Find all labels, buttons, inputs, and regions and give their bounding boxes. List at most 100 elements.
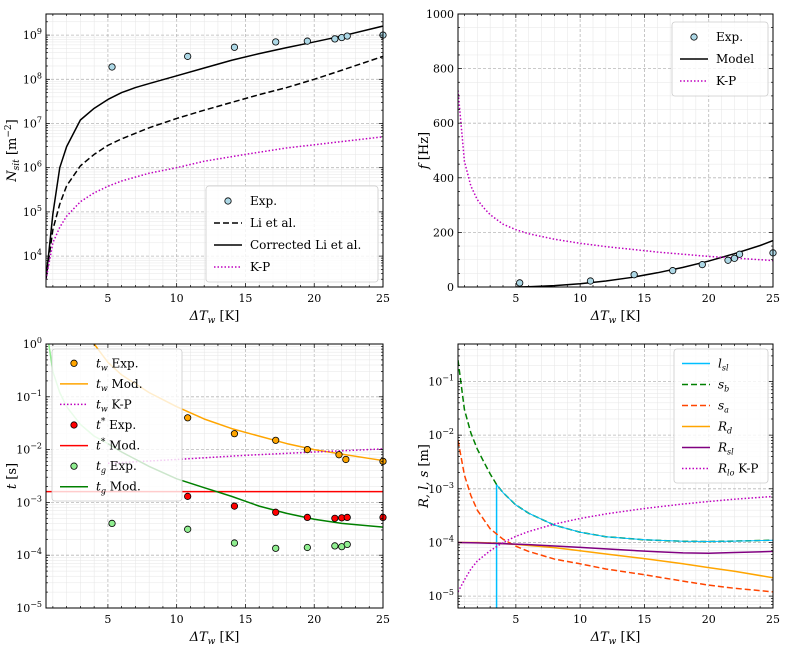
- x-axis: 5 10 15 20 25: [464, 14, 780, 305]
- y-axis-label: R, l, s [m]: [417, 444, 432, 509]
- data-point: [303, 445, 311, 454]
- y-tick-label: 10−3: [428, 481, 454, 496]
- x-axis-label: ΔTw [K]: [590, 630, 641, 647]
- data-point: [272, 508, 280, 516]
- x-tick-label: 20: [307, 613, 321, 626]
- legend: tw Exp. tw Mod. tw K-P t* Exp. t* Mod. tg Exp…: [51, 348, 183, 502]
- y-tick-label: 400: [433, 172, 454, 185]
- plot-area: [46, 25, 383, 280]
- chart-lengths: 5 10 15 20 25 10−5 10−4 10−3 10−2 10−1 ΔTw [K] R, l…: [417, 343, 780, 647]
- legend-label: tg Exp.: [96, 459, 137, 475]
- legend-label: Corrected Li et al.: [250, 238, 361, 252]
- legend-marker: [70, 359, 78, 367]
- data-point: [335, 451, 343, 459]
- data-point: [630, 271, 638, 279]
- data-point: [698, 261, 706, 269]
- data-point: [343, 32, 351, 40]
- data-point: [108, 519, 116, 528]
- x-tick-label: 25: [766, 292, 780, 305]
- x-axis-label: ΔTw [K]: [189, 630, 240, 647]
- x-tick-label: 25: [376, 292, 390, 305]
- legend-label: t* Mod.: [96, 438, 140, 453]
- x-tick-label: 10: [573, 613, 587, 626]
- legend-label: sa: [718, 399, 729, 415]
- legend-label: Exp.: [716, 30, 743, 44]
- data-point: [230, 502, 239, 510]
- x-axis: 5 10 15 20 25: [52, 14, 390, 305]
- data-point: [272, 38, 280, 46]
- legend-label: K-P: [250, 260, 270, 274]
- x-axis-label: ΔTw [K]: [189, 309, 240, 326]
- data-point: [343, 513, 351, 521]
- y-tick-label: 600: [433, 117, 454, 130]
- legend-label: tw K-P: [96, 397, 132, 413]
- data-point: [184, 492, 192, 500]
- y-tick-label: 105: [23, 204, 42, 219]
- legend: lsl sb sa Rd Rsl Rlo K-P: [673, 348, 769, 484]
- legend-label: Li et al.: [250, 216, 296, 230]
- data-point: [184, 414, 192, 422]
- data-point: [184, 525, 192, 533]
- data-point: [303, 37, 311, 45]
- y-tick-label: 108: [23, 71, 42, 86]
- y-tick-label: 10−2: [428, 427, 454, 442]
- y-axis-label: f [Hz]: [417, 132, 432, 170]
- y-tick-label: 10−1: [428, 373, 454, 388]
- legend-label: Rd: [717, 420, 732, 436]
- x-tick-label: 5: [512, 613, 519, 626]
- data-point: [669, 267, 677, 275]
- chart-freq: 5 10 15 20 25 0 200 400 600 800 1000 ΔTw [K] f [Hz] E…: [417, 8, 780, 326]
- y-axis-label: Nsit [m−2]: [4, 119, 22, 182]
- y-tick-label: 109: [23, 27, 42, 42]
- data-point: [331, 542, 339, 550]
- y-tick-label: 1000: [426, 8, 454, 21]
- y-tick-label: 107: [23, 115, 42, 130]
- legend: Exp. Model K-P: [671, 21, 769, 97]
- data-point: [331, 514, 339, 522]
- series-line-R-lo-K-P: [458, 495, 773, 593]
- series-line-K-P: [458, 90, 773, 262]
- x-tick-label: 15: [238, 292, 252, 305]
- y-tick-label: 10−5: [428, 588, 454, 603]
- data-point: [730, 254, 739, 262]
- x-tick-label: 10: [573, 292, 587, 305]
- y-tick-label: 106: [23, 160, 42, 175]
- data-point: [184, 52, 192, 60]
- series-line-Corrected-Li-et-al-: [46, 25, 383, 280]
- axes-frame: [457, 343, 774, 609]
- legend-label: sb: [718, 378, 729, 394]
- y-axis: 10−5 10−4 10−3 10−2 10−1: [428, 343, 773, 609]
- legend-marker: [690, 33, 698, 41]
- y-tick-label: 104: [23, 248, 42, 263]
- y-tick-label: 10−5: [16, 600, 42, 615]
- plot-area: [458, 360, 773, 608]
- series-line-Li-et-al-: [46, 55, 383, 280]
- legend-marker: [70, 462, 78, 470]
- x-tick-label: 5: [512, 292, 519, 305]
- legend-marker: [224, 197, 232, 205]
- data-point: [735, 250, 744, 258]
- x-tick-label: 15: [637, 613, 651, 626]
- x-axis-label: ΔTw [K]: [590, 309, 641, 326]
- data-point: [342, 455, 350, 464]
- data-point: [303, 513, 311, 521]
- chart-times: 5 10 15 20 25 10−5 10−4 10−3 10−2 10−1 100 ΔTw [K] t…: [5, 336, 390, 647]
- legend-box: [51, 348, 183, 502]
- legend-box: [673, 348, 769, 484]
- y-tick-label: 100: [23, 336, 42, 351]
- x-tick-label: 10: [170, 613, 184, 626]
- legend-marker: [70, 421, 78, 429]
- legend-label: tg Mod.: [96, 480, 141, 496]
- x-tick-label: 20: [307, 292, 321, 305]
- y-tick-label: 10−1: [16, 389, 42, 404]
- y-tick-label: 10−3: [16, 494, 42, 509]
- y-axis: 10−5 10−4 10−3 10−2 10−1 100: [16, 336, 383, 615]
- y-tick-label: 10−2: [16, 442, 42, 457]
- legend-label: tw Mod.: [96, 377, 143, 393]
- axes-frame: [45, 343, 384, 609]
- x-tick-label: 25: [766, 613, 780, 626]
- x-axis: 5 10 15 20 25: [52, 344, 390, 626]
- legend-label: Rsl: [717, 441, 734, 457]
- chart-nsit: 5 10 15 20 25 104 105 106 107 108 109 ΔTw [K] Nsit […: [4, 13, 390, 326]
- data-point: [516, 279, 524, 287]
